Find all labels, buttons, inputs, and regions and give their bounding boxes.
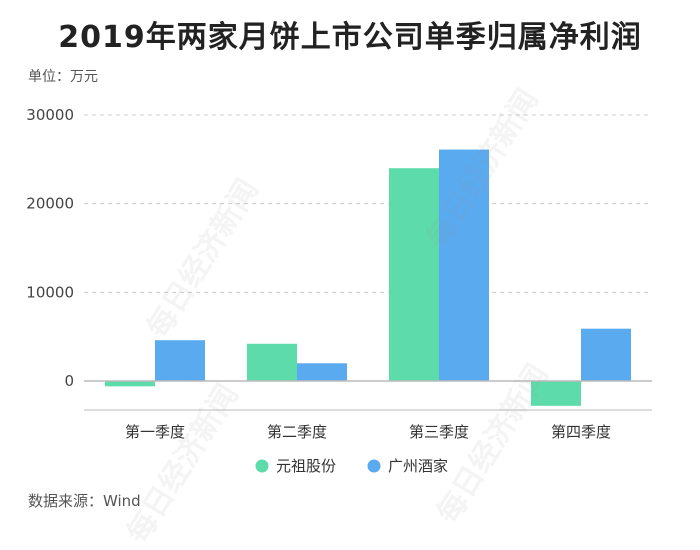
bar-yuanzu-q3 xyxy=(389,168,439,381)
y-tick-label: 30000 xyxy=(26,106,74,124)
x-tick-label: 第四季度 xyxy=(551,423,611,441)
bar-guangzhou-q4 xyxy=(581,328,631,381)
bar-guangzhou-q2 xyxy=(297,363,347,381)
legend-label: 元祖股份 xyxy=(276,457,336,475)
x-tick-label: 第二季度 xyxy=(267,423,327,441)
legend-marker xyxy=(255,459,269,473)
chart-title: 2019年两家月饼上市公司单季归属净利润 xyxy=(58,20,642,55)
y-tick-label: 10000 xyxy=(26,283,74,301)
x-tick-label: 第一季度 xyxy=(125,423,185,441)
y-tick-label: 0 xyxy=(64,372,74,390)
data-source: 数据来源：Wind xyxy=(28,492,141,510)
bar-yuanzu-q4 xyxy=(531,381,581,406)
bar-yuanzu-q1 xyxy=(105,381,155,387)
x-tick-label: 第三季度 xyxy=(409,423,469,441)
legend-label: 广州酒家 xyxy=(388,457,448,475)
bar-guangzhou-q3 xyxy=(439,149,489,381)
bar-guangzhou-q1 xyxy=(155,340,205,381)
unit-label: 单位：万元 xyxy=(28,69,98,85)
y-tick-label: 20000 xyxy=(26,195,74,213)
legend-marker xyxy=(367,459,381,473)
bar-yuanzu-q2 xyxy=(247,343,297,381)
